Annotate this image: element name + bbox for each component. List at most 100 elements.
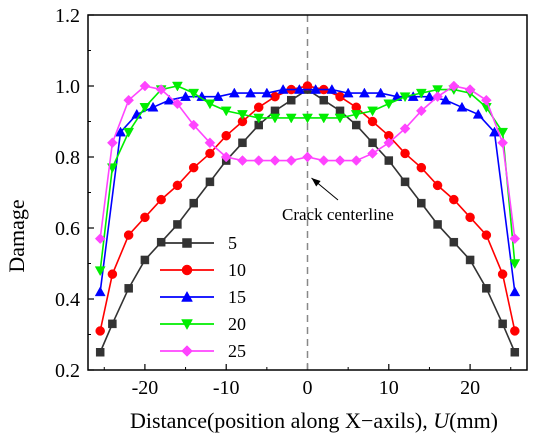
data-point — [510, 348, 520, 357]
data-point — [465, 212, 475, 223]
legend-label: 15 — [228, 287, 246, 307]
legend-item-15: 15 — [160, 287, 246, 307]
data-point — [509, 286, 521, 297]
data-point — [440, 94, 452, 105]
data-point — [123, 230, 134, 240]
data-point — [107, 269, 118, 279]
data-point — [368, 138, 377, 148]
data-point — [94, 233, 106, 245]
data-point — [181, 345, 193, 357]
data-point — [383, 137, 395, 149]
data-point — [123, 127, 135, 138]
data-point — [416, 162, 427, 173]
data-point — [188, 162, 199, 173]
data-point — [155, 84, 167, 95]
data-point — [253, 102, 264, 113]
y-axis-title: Damage — [4, 199, 29, 272]
data-point — [139, 103, 151, 113]
data-point — [107, 137, 118, 149]
plot-frame — [87, 14, 528, 371]
data-point — [319, 95, 329, 105]
series-layer — [94, 80, 521, 357]
data-point — [449, 237, 459, 247]
data-point — [367, 106, 378, 117]
data-point — [302, 151, 313, 163]
data-point — [205, 177, 215, 187]
data-point — [449, 194, 459, 205]
data-point — [318, 155, 330, 166]
y-tick-label: 0.2 — [55, 360, 80, 382]
data-point — [285, 155, 297, 166]
x-tick-label: -20 — [132, 377, 159, 399]
data-point — [482, 284, 491, 293]
data-point — [384, 156, 394, 165]
data-point — [399, 92, 411, 103]
data-point — [285, 113, 297, 124]
data-point — [400, 177, 410, 187]
data-point — [180, 91, 191, 101]
legend: 5 10 15 20 25 — [160, 233, 246, 361]
data-point — [172, 180, 183, 191]
data-point — [302, 113, 313, 124]
data-point — [253, 113, 265, 124]
data-point — [352, 120, 361, 130]
data-point — [94, 266, 106, 277]
data-point — [415, 88, 427, 99]
data-point — [228, 87, 240, 98]
data-point — [95, 326, 105, 336]
data-point — [188, 119, 200, 131]
data-point — [286, 95, 296, 105]
annotation-label: Crack centerline — [282, 205, 394, 224]
x-tick-label: -10 — [213, 377, 240, 399]
data-point — [181, 319, 193, 331]
data-point — [140, 212, 150, 223]
legend-label: 20 — [228, 314, 246, 334]
data-point — [465, 255, 475, 265]
data-point — [269, 113, 281, 124]
data-point — [181, 264, 193, 276]
data-point — [350, 110, 362, 120]
data-point — [188, 88, 200, 99]
data-point — [293, 84, 305, 94]
data-point — [156, 194, 166, 205]
data-point — [480, 94, 492, 106]
y-tick-label: 0.4 — [55, 289, 80, 311]
data-point — [204, 137, 216, 149]
legend-item-5: 5 — [160, 233, 237, 253]
data-point — [204, 99, 216, 110]
data-point — [367, 116, 378, 127]
data-point — [212, 91, 224, 101]
legend-label: 5 — [228, 233, 237, 253]
data-point — [334, 113, 346, 124]
data-point — [172, 98, 183, 110]
series-10 — [95, 81, 520, 336]
data-point — [115, 126, 126, 137]
data-point — [139, 80, 151, 92]
data-point — [302, 81, 313, 91]
y-tick-label: 1.2 — [55, 5, 80, 27]
data-point — [220, 106, 232, 117]
annotation-arrowhead — [311, 178, 321, 187]
data-point — [432, 91, 443, 103]
data-point — [497, 137, 508, 149]
data-point — [261, 87, 273, 98]
x-tick-label: 10 — [379, 377, 399, 399]
data-point — [464, 84, 476, 95]
data-point — [399, 123, 411, 134]
data-point — [270, 106, 280, 116]
data-point — [334, 155, 346, 166]
data-point — [253, 155, 265, 166]
data-point — [245, 87, 257, 98]
data-point — [509, 233, 521, 245]
x-tick-label: 0 — [303, 377, 313, 399]
series-20 — [94, 81, 521, 277]
data-point — [237, 110, 248, 120]
data-point — [173, 220, 182, 229]
data-point — [432, 180, 443, 191]
data-point — [424, 91, 435, 101]
legend-item-10: 10 — [160, 260, 246, 280]
data-point — [237, 155, 248, 166]
data-point — [489, 126, 500, 137]
data-point — [326, 84, 338, 94]
